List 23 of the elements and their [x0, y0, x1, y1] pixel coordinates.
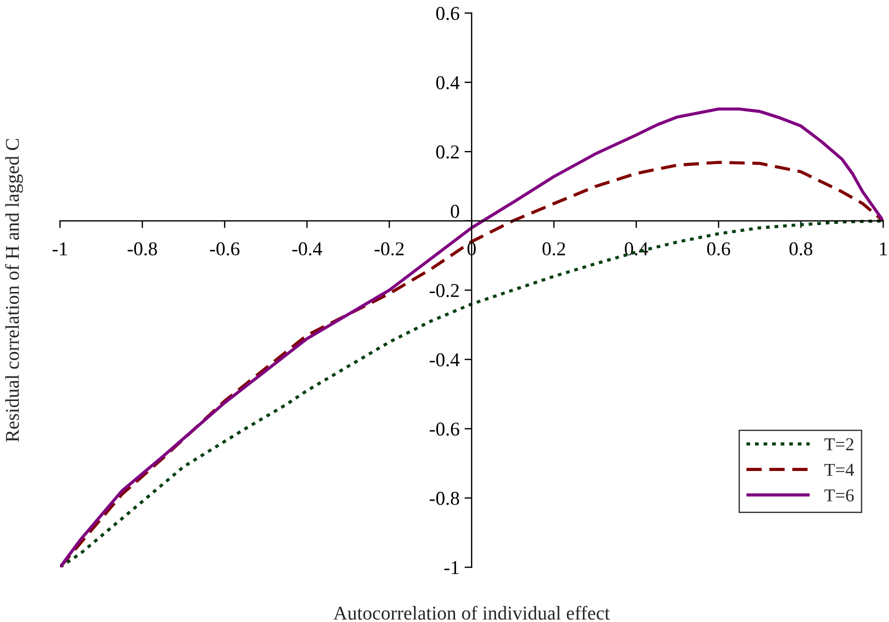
y-axis-title: Residual correlation of H and lagged C: [5, 138, 23, 442]
x-tick-label: -0.6: [210, 242, 240, 256]
x-tick-label: -0.4: [292, 242, 322, 256]
y-tick-label: 0.6: [436, 6, 460, 20]
legend-label: T=6: [824, 489, 854, 502]
y-tick-label: -0.8: [430, 492, 460, 506]
y-tick-label: 0.2: [436, 145, 459, 159]
y-tick-label: -0.4: [430, 353, 460, 366]
x-tick-label: -0.2: [374, 242, 404, 256]
x-tick-label: -1: [52, 242, 67, 256]
y-tick-label: -0.6: [430, 422, 460, 436]
y-tick-label: -0.2: [430, 284, 459, 298]
legend-label: T=2: [824, 438, 854, 450]
x-tick-label: 0.2: [542, 242, 566, 256]
x-axis-title: Autocorrelation of individual effect: [333, 606, 610, 620]
x-tick-label: 0.6: [707, 242, 730, 256]
y-tick-label: -1: [444, 561, 459, 574]
y-tick-label: 0: [450, 204, 460, 218]
y-tick-label: 0.4: [436, 76, 460, 90]
legend-label: T=4: [824, 464, 854, 476]
x-tick-label: -0.8: [128, 242, 157, 256]
x-tick-label: 1: [880, 242, 887, 256]
x-tick-label: 0.8: [789, 242, 812, 256]
